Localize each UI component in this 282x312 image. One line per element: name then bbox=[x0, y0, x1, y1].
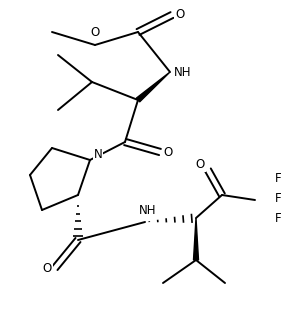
Polygon shape bbox=[136, 72, 170, 102]
Text: N: N bbox=[94, 149, 102, 162]
Polygon shape bbox=[193, 218, 199, 260]
Text: O: O bbox=[90, 27, 100, 40]
Text: NH: NH bbox=[139, 203, 157, 217]
Text: O: O bbox=[195, 158, 205, 172]
Text: F: F bbox=[275, 172, 281, 184]
Text: F: F bbox=[275, 212, 281, 225]
Text: O: O bbox=[42, 261, 52, 275]
Text: F: F bbox=[275, 192, 281, 204]
Text: O: O bbox=[175, 8, 185, 22]
Text: NH: NH bbox=[174, 66, 192, 79]
Text: O: O bbox=[163, 145, 173, 158]
